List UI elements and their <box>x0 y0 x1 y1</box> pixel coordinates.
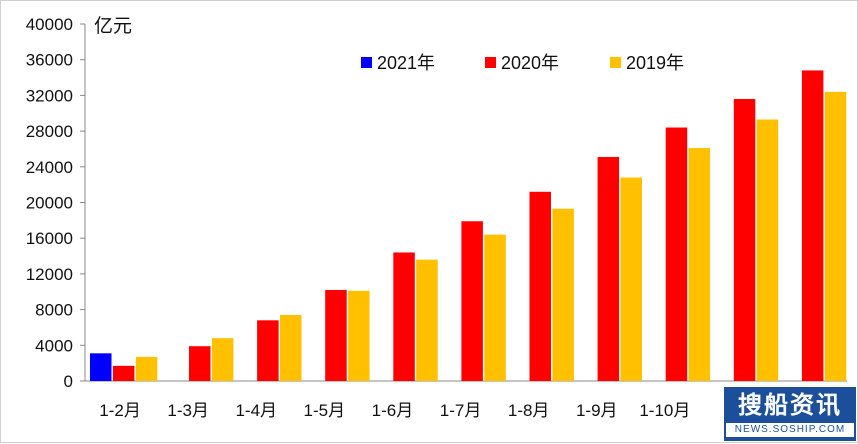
legend-swatch-2020年 <box>485 57 496 68</box>
bar-2019年-1-6月 <box>416 259 438 381</box>
watermark-sub-text: NEWS.SOSHIP.COM <box>726 423 854 437</box>
bar-2020年-1-7月 <box>461 221 483 381</box>
x-tick-label: 1-8月 <box>508 401 550 420</box>
x-tick-label: 1-7月 <box>440 401 482 420</box>
y-tick-label: 24000 <box>26 158 73 177</box>
legend-label: 2020年 <box>501 53 559 73</box>
bar-2020年-1-6月 <box>393 252 415 381</box>
legend-swatch-2021年 <box>361 57 372 68</box>
x-tick-label: 1-4月 <box>235 401 277 420</box>
x-tick-label: 1-2月 <box>99 401 141 420</box>
x-tick-label: 1-10月 <box>639 401 690 420</box>
bar-2019年-1-4月 <box>280 314 302 381</box>
bar-2020年-1-5月 <box>325 289 347 381</box>
legend-label: 2019年 <box>626 53 684 73</box>
bar-2019年-1-7月 <box>484 234 506 381</box>
y-unit-label: 亿元 <box>94 15 132 37</box>
bar-2020年-1-8月 <box>529 191 551 381</box>
y-tick-label: 40000 <box>26 15 73 34</box>
watermark-main-text: 搜船资讯 <box>738 391 842 419</box>
bar-2019年-1-9月 <box>620 177 642 381</box>
y-tick-label: 16000 <box>26 229 73 248</box>
bar-2020年-1-12月 <box>801 70 824 381</box>
y-tick-label: 12000 <box>26 265 73 284</box>
y-tick-label: 4000 <box>35 336 73 355</box>
watermark-logo: 搜船资讯 NEWS.SOSHIP.COM <box>724 387 856 441</box>
legend-label: 2021年 <box>377 53 435 73</box>
bar-2019年-1-12月 <box>824 91 847 381</box>
x-tick-label: 1-3月 <box>167 401 209 420</box>
bar-2019年-1-10月 <box>688 148 711 381</box>
x-tick-label: 1-6月 <box>372 401 414 420</box>
bar-2021年-1-2月 <box>90 353 112 381</box>
y-tick-label: 20000 <box>26 194 73 213</box>
bar-2020年-1-10月 <box>665 127 688 381</box>
bar-2019年-1-2月 <box>135 356 158 381</box>
bar-2020年-1-4月 <box>257 320 279 381</box>
bar-2020年-1-3月 <box>189 346 211 381</box>
bar-2020年-1-2月 <box>112 365 135 381</box>
bar-2020年-1-11月 <box>733 98 756 381</box>
x-tick-label: 1-5月 <box>304 401 346 420</box>
bar-2019年-1-3月 <box>211 338 234 381</box>
bar-2019年-1-8月 <box>552 208 574 381</box>
y-tick-label: 28000 <box>26 122 73 141</box>
y-tick-label: 8000 <box>35 301 73 320</box>
y-tick-label: 36000 <box>26 51 73 70</box>
bar-2019年-1-11月 <box>756 119 779 381</box>
y-tick-label: 32000 <box>26 86 73 105</box>
y-tick-label: 0 <box>64 372 73 391</box>
bar-2019年-1-5月 <box>348 290 370 381</box>
x-tick-label: 1-9月 <box>576 401 618 420</box>
legend-swatch-2019年 <box>610 57 621 68</box>
bar-2020年-1-9月 <box>597 156 620 381</box>
